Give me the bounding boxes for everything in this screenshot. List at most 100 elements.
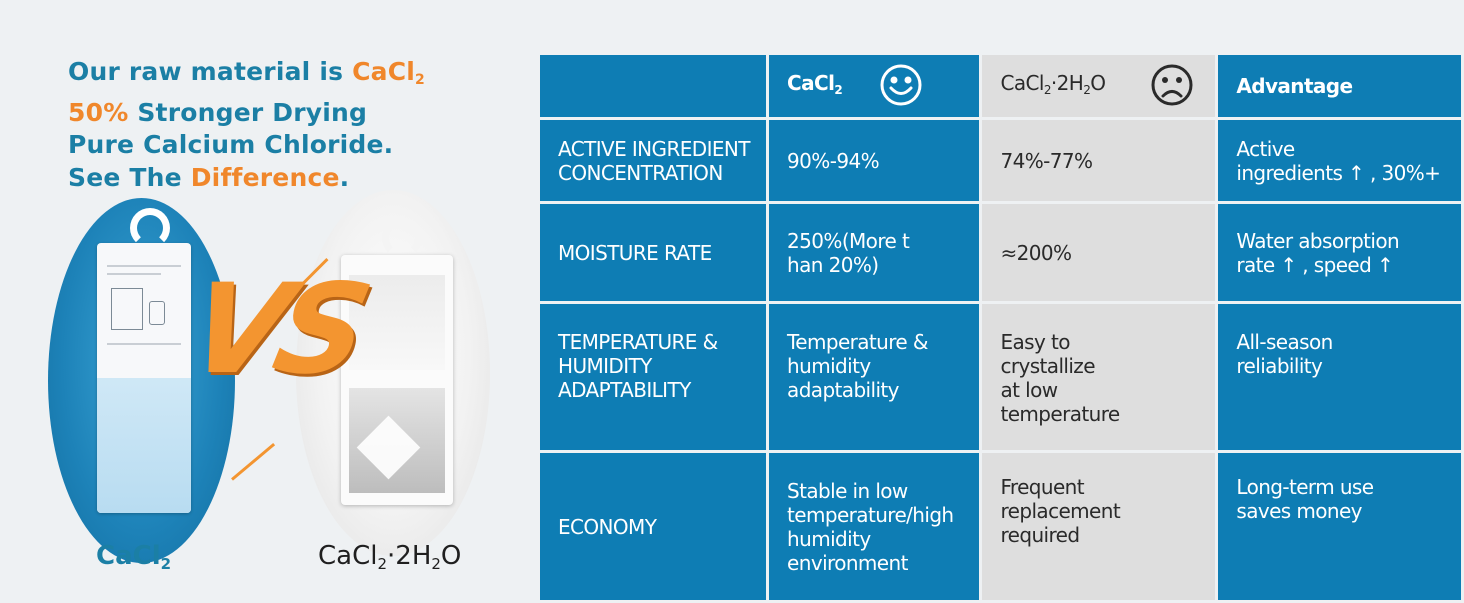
row-label: MOISTURE RATE [536, 201, 770, 304]
hydrate-value: 74%-77% [979, 117, 1219, 204]
cell-line: humidity [787, 354, 871, 378]
cell-line: ≈200% [1000, 240, 1072, 265]
formula-subscript: 2 [834, 82, 843, 97]
hanger-hook-icon [382, 218, 422, 258]
cell-line: 250%(More t [787, 228, 910, 253]
headline-highlight: 50% [68, 97, 129, 127]
headline-line-4: See The Difference. [68, 162, 425, 195]
formula-text: CaCl [318, 541, 378, 571]
cell-line: Easy to [1000, 330, 1070, 354]
headline-line-3: Pure Calcium Chloride. [68, 130, 394, 159]
cell-line: environment [787, 550, 908, 575]
headline-line-1: Our raw material is CaCl2 [68, 56, 425, 97]
label-line [107, 265, 181, 267]
formula-text: CaCl [96, 541, 161, 571]
cell-line: humidity [787, 526, 871, 551]
headline: Our raw material is CaCl2 50% Stronger D… [68, 56, 425, 194]
cell-line: replacement [1000, 499, 1121, 523]
formula-text: CaCl [787, 70, 835, 95]
formula-text: CaCl [1000, 70, 1044, 95]
label-line [107, 343, 181, 345]
hanger-hook-icon [130, 208, 170, 248]
advantage-value: All-season reliability [1215, 301, 1464, 453]
headline-text: . [339, 162, 350, 192]
advantage-value: Water absorption rate ↑ , speed ↑ [1215, 201, 1464, 304]
row-label: ECONOMY [536, 450, 770, 603]
water-reservoir [97, 378, 191, 513]
row-label: TEMPERATURE & HUMIDITY ADAPTABILITY [536, 301, 770, 453]
cell-line: CONCENTRATION [558, 160, 723, 185]
table-row: MOISTURE RATE 250%(More t han 20%) ≈200% … [536, 201, 1464, 304]
smiley-face-icon [880, 64, 922, 106]
promo-panel: Our raw material is CaCl2 50% Stronger D… [0, 0, 540, 600]
cacl2-value: 90%-94% [766, 117, 983, 204]
cell-line: Long-term use [1236, 475, 1374, 499]
table-row: ECONOMY Stable in low temperature/high hum… [536, 450, 1464, 603]
cell-line: 90%-94% [787, 148, 880, 173]
cacl2-value: Temperature & humidity adaptability [766, 301, 983, 453]
formula-subscript: 2 [415, 72, 425, 88]
cell-line: han 20%) [787, 252, 879, 277]
advantage-value: Active ingredients ↑ , 30%+ [1215, 117, 1464, 204]
cell-line: saves money [1236, 499, 1362, 523]
formula-subscript: 2 [1043, 82, 1052, 97]
hydrate-value: Easy to crystallize at low temperature [979, 301, 1219, 453]
formula-subscript: 2 [1083, 82, 1091, 97]
header-advantage: Advantage [1215, 52, 1464, 120]
cell-line: adaptability [787, 378, 899, 402]
cell-line: All-season [1236, 330, 1333, 354]
lightning-slash-icon [231, 442, 276, 481]
cell-line: reliability [1236, 354, 1323, 378]
vs-badge: VS [176, 258, 373, 402]
hydrate-value: ≈200% [979, 201, 1219, 304]
label-line [107, 273, 161, 275]
right-product-caption: CaCl2·2H2O [318, 541, 461, 573]
cell-line: crystallize [1000, 354, 1095, 378]
header-cacl2-hydrate: CaCl2·2H2O [979, 52, 1219, 120]
cell-line: Frequent [1000, 475, 1084, 499]
table-header-row: CaCl2 CaCl2·2H2O Advantage [536, 52, 1464, 120]
formula-subscript: 2 [431, 555, 441, 573]
cell-line: MOISTURE RATE [558, 240, 712, 265]
cacl2-value: Stable in low temperature/high humidity env… [766, 450, 983, 603]
cell-line: TEMPERATURE & [558, 330, 718, 354]
comparison-table: CaCl2 CaCl2·2H2O Advantage ACTIVE INGRED… [536, 52, 1464, 603]
left-product-caption: CaCl2 [96, 541, 171, 573]
cell-line: 74%-77% [1000, 148, 1093, 173]
formula-subscript: 2 [377, 555, 388, 573]
cell-line: Active [1236, 136, 1295, 161]
cell-line: ADAPTABILITY [558, 378, 691, 402]
jar-icon [149, 301, 165, 325]
formula-subscript: 2 [160, 555, 172, 573]
row-label: ACTIVE INGREDIENT CONCENTRATION [536, 117, 770, 204]
cell-line: Water absorption [1236, 228, 1400, 253]
cell-line: HUMIDITY [558, 354, 652, 378]
headline-text: See The [68, 162, 191, 192]
cell-line: Stable in low [787, 478, 908, 503]
white-hanging-bag-icon [97, 243, 191, 513]
table-row: TEMPERATURE & HUMIDITY ADAPTABILITY Temper… [536, 301, 1464, 453]
headline-highlight: Difference [190, 162, 340, 192]
cell-line: rate ↑ , speed ↑ [1236, 252, 1394, 277]
gray-hanging-bag-icon [341, 255, 453, 505]
cell-line: required [1000, 523, 1080, 547]
formula-text: O [440, 541, 462, 571]
cell-line: ingredients ↑ , 30%+ [1236, 160, 1441, 185]
headline-line-2: 50% Stronger Drying [68, 97, 425, 130]
cell-line: temperature [1000, 402, 1120, 426]
cell-line: at low [1000, 378, 1058, 402]
headline-formula: CaCl2 [352, 57, 425, 88]
cell-line: temperature/high [787, 502, 954, 527]
advantage-value: Long-term use saves money [1215, 450, 1464, 603]
formula-text: ·2H [1050, 70, 1084, 95]
hydrate-value: Frequent replacement required [979, 450, 1219, 603]
header-empty-cell [536, 52, 770, 120]
cacl2-value: 250%(More t han 20%) [766, 201, 983, 304]
formula-text: CaCl [352, 57, 416, 86]
formula-text: O [1090, 70, 1106, 95]
wardrobe-icon [111, 288, 143, 330]
header-cacl2: CaCl2 [766, 52, 983, 120]
headline-text: Our raw material is [68, 57, 353, 86]
formula-text: ·2H [387, 541, 432, 571]
cell-line: Temperature & [787, 330, 928, 354]
